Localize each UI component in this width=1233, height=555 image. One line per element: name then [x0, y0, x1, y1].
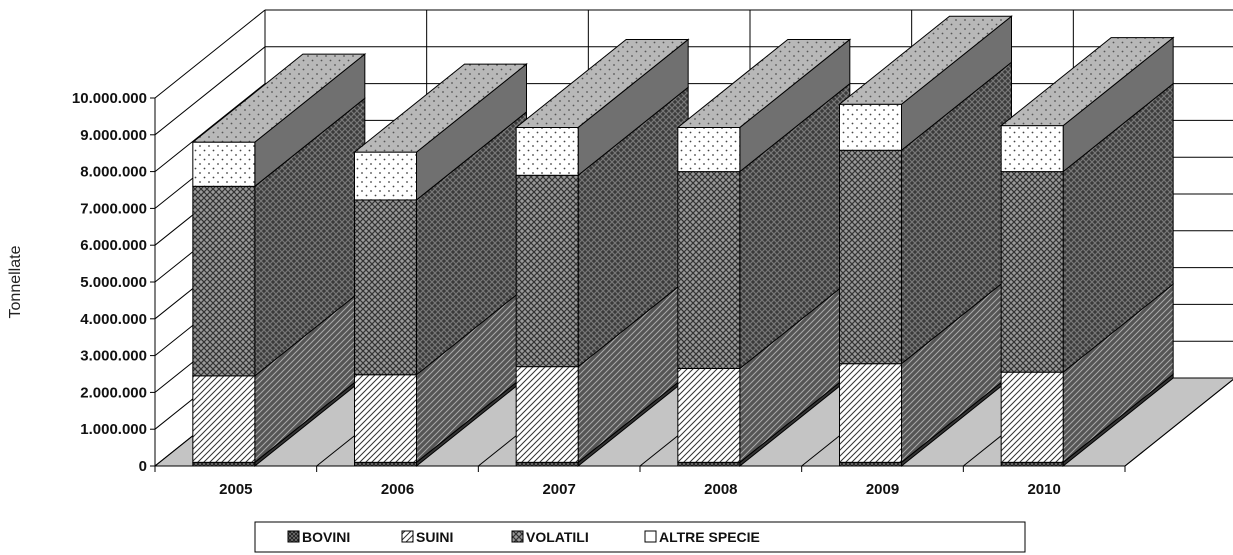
gridline-left	[154, 9, 266, 99]
bar-segment-altre-specie	[677, 126, 741, 173]
legend-swatch	[511, 530, 524, 543]
y-tick-label: 10.000.000	[72, 90, 147, 107]
gridline-left	[154, 46, 266, 136]
bar-segment-altre-specie	[839, 103, 902, 151]
bar-segment-suini	[192, 375, 256, 463]
legend: BOVINI SUINI VOLATILI ALTRE SPECIE	[254, 521, 1026, 553]
bar-segment-bovini	[515, 461, 579, 467]
bar-segment-suini	[839, 363, 902, 463]
bar-top-2008	[676, 38, 852, 128]
legend-swatch	[401, 530, 414, 543]
bar-segment-suini	[1000, 371, 1064, 463]
bar-segment-bovini	[839, 461, 902, 467]
bars-group	[191, 15, 1175, 468]
bar-segment-bovini	[354, 461, 417, 467]
bar-segment-altre-specie	[1000, 125, 1064, 173]
y-tick-label: 6.000.000	[80, 237, 147, 254]
bar-2008	[676, 38, 852, 468]
x-tick-label: 2006	[381, 481, 414, 498]
bar-segment-volatili	[839, 149, 902, 365]
y-tick-label: 2.000.000	[80, 384, 147, 401]
x-tick-label: 2007	[542, 481, 575, 498]
bar-top-2009	[838, 15, 1013, 105]
bar-segment-suini	[515, 366, 579, 463]
bar-2010	[999, 36, 1175, 468]
bar-2007	[514, 38, 690, 468]
y-tick-label: 7.000.000	[80, 200, 147, 217]
gridline-left	[154, 83, 266, 172]
legend-label: VOLATILI	[526, 529, 589, 545]
bar-2009	[838, 15, 1013, 468]
y-axis: 0 1.000.000 2.000.000 3.000.000 4.000.000 5.0…	[72, 90, 156, 475]
bar-segment-volatili	[192, 185, 256, 377]
bar-2005	[191, 53, 367, 468]
y-tick-label: 9.000.000	[80, 127, 147, 144]
x-tick-label: 2009	[866, 481, 899, 498]
bar-segment-altre-specie	[515, 126, 579, 176]
y-axis-title: Tonnellate	[7, 245, 24, 318]
y-tick-label: 4.000.000	[80, 311, 147, 328]
bar-segment-bovini	[1000, 461, 1064, 467]
bar-segment-altre-specie	[354, 151, 417, 201]
legend-swatch	[644, 530, 657, 543]
bar-segment-bovini	[677, 461, 741, 467]
bar-top-2007	[514, 38, 690, 128]
bar-segment-volatili	[677, 171, 741, 369]
y-tick-label: 0	[139, 458, 147, 475]
bar-2006	[353, 63, 528, 468]
legend-label: SUINI	[416, 529, 453, 545]
bar-top-2010	[999, 37, 1175, 127]
x-tick-label: 2010	[1027, 481, 1060, 498]
bar-top-2006	[353, 63, 528, 153]
y-tick-label: 5.000.000	[80, 274, 147, 291]
bar-segment-volatili	[354, 199, 417, 376]
bar-segment-volatili	[515, 174, 579, 368]
x-tick-label: 2005	[219, 481, 252, 498]
x-axis: 2005 2006 2007 2008 2009 2010	[154, 465, 1126, 498]
floor-line	[1124, 378, 1233, 467]
bar-top-2005	[191, 53, 367, 143]
legend-box	[254, 521, 1026, 553]
legend-label: BOVINI	[302, 529, 350, 545]
y-tick-label: 3.000.000	[80, 348, 147, 365]
bar-segment-volatili	[1000, 171, 1064, 373]
x-tick-label: 2008	[704, 481, 737, 498]
bar-segment-suini	[677, 367, 741, 463]
bar-segment-altre-specie	[192, 141, 256, 187]
y-tick-label: 8.000.000	[80, 164, 147, 181]
legend-label: ALTRE SPECIE	[659, 529, 760, 545]
bar-segment-bovini	[192, 461, 256, 467]
legend-swatch	[287, 530, 300, 543]
bar-segment-suini	[354, 374, 417, 463]
y-tick-label: 1.000.000	[80, 421, 147, 438]
